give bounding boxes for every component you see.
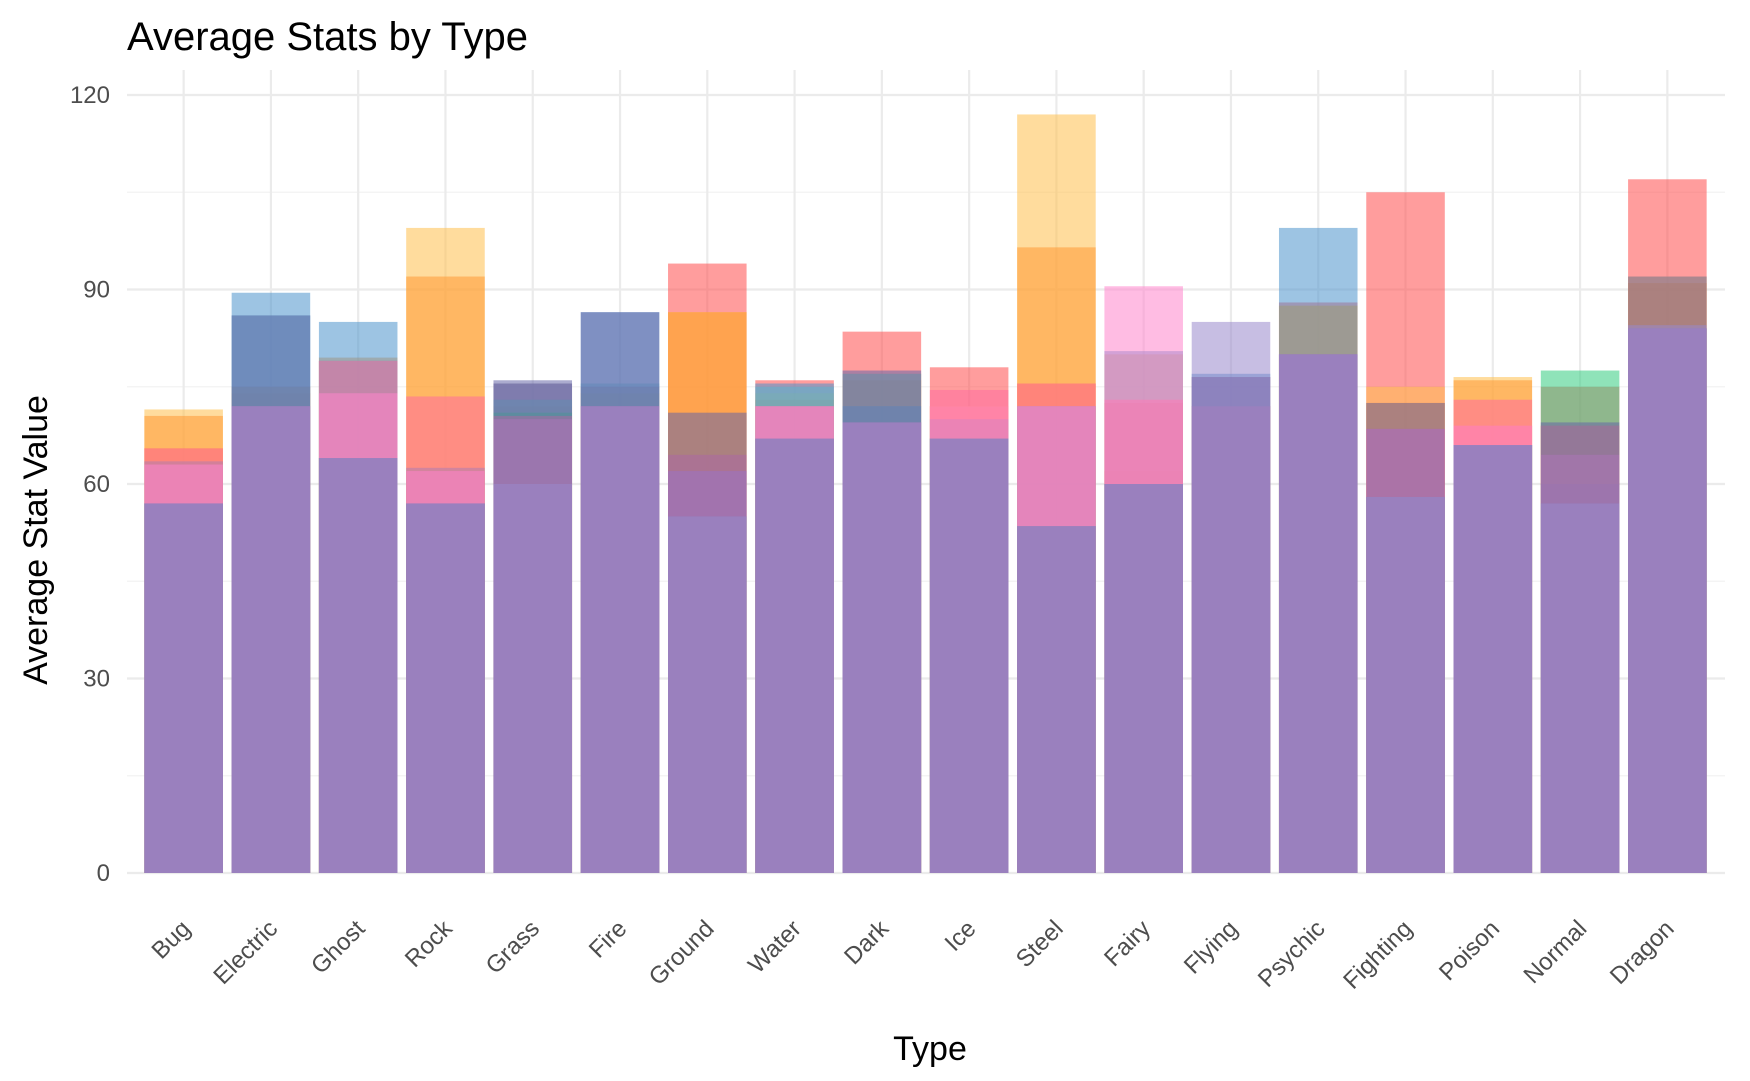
y-axis-ticks: 0 30 60 90 120 [70,82,110,887]
x-tick-label: Ground [644,915,720,991]
series-10 [144,321,1707,874]
x-tick-label: Psychic [1253,915,1331,993]
x-tick-label: Electric [208,915,283,990]
chart-title: Average Stats by Type [127,15,528,59]
y-tick-label: 30 [83,666,110,693]
x-tick-label: Poison [1434,915,1505,986]
x-axis-ticks: Bug Electric Ghost Rock Grass Fire Ground Water… [147,914,1680,994]
x-tick-label: Rock [400,914,458,972]
bar-dark-series-10 [842,422,922,873]
x-tick-label: Flying [1179,915,1243,979]
x-tick-label: Steel [1011,915,1069,973]
bar-ground-series-10 [668,516,747,873]
bar-normal-series-10 [1540,503,1620,873]
bar-fairy-series-10 [1104,484,1183,873]
bar-ghost-series-10 [318,458,398,873]
x-axis-title: Type [893,1030,967,1068]
bar-water-series-10 [755,438,834,873]
x-tick-label: Water [743,915,807,979]
x-tick-label: Bug [147,915,196,964]
y-tick-label: 60 [83,471,110,498]
y-tick-label: 120 [70,82,110,109]
x-tick-label: Fire [584,915,632,963]
bar-poison-series-10 [1453,445,1533,873]
bar-grass-series-10 [493,484,573,873]
x-tick-label: Grass [481,915,545,979]
bar-dragon-series-10 [1628,325,1707,873]
bars [144,114,1707,874]
bar-electric-series-10 [231,406,311,873]
y-tick-label: 90 [83,277,110,304]
x-tick-label: Dark [839,914,895,970]
x-tick-label: Dragon [1605,915,1680,990]
x-tick-label: Ghost [306,915,371,980]
bar-flying-series-10 [1191,321,1271,874]
bar-fire-series-10 [580,406,660,873]
bar-psychic-series-10 [1278,354,1358,873]
bar-rock-series-10 [406,503,485,873]
x-tick-label: Fighting [1338,915,1417,994]
x-tick-label: Ice [940,915,982,957]
y-axis-title: Average Stat Value [17,395,55,685]
bar-ice-series-10 [929,438,1009,873]
bar-fighting-series-10 [1366,496,1445,873]
bar-steel-series-10 [1017,526,1096,873]
x-tick-label: Normal [1519,915,1593,989]
y-tick-label: 0 [97,860,110,887]
x-tick-label: Fairy [1099,915,1156,972]
bar-bug-series-10 [144,503,223,873]
